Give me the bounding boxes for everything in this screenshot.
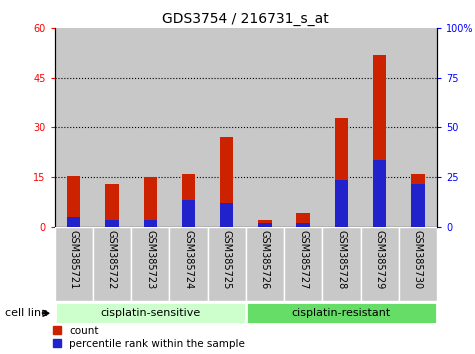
Bar [105, 220, 119, 227]
FancyBboxPatch shape [322, 227, 361, 301]
FancyBboxPatch shape [55, 302, 246, 324]
Text: GSM385722: GSM385722 [107, 230, 117, 290]
Text: GSM385725: GSM385725 [222, 230, 232, 290]
Title: GDS3754 / 216731_s_at: GDS3754 / 216731_s_at [162, 12, 329, 26]
Bar [143, 177, 157, 227]
Text: GSM385721: GSM385721 [69, 230, 79, 290]
Text: GSM385728: GSM385728 [336, 230, 346, 290]
Bar [284, 28, 322, 227]
FancyBboxPatch shape [93, 227, 131, 301]
Bar [258, 220, 272, 227]
Bar [55, 28, 93, 227]
Bar [131, 28, 169, 227]
Bar [182, 174, 195, 227]
Text: GSM385723: GSM385723 [145, 230, 155, 290]
Bar [169, 28, 208, 227]
Bar [335, 118, 348, 227]
Text: GSM385726: GSM385726 [260, 230, 270, 290]
Bar [258, 223, 272, 227]
FancyBboxPatch shape [208, 227, 246, 301]
Bar [208, 28, 246, 227]
FancyBboxPatch shape [246, 302, 437, 324]
Bar [411, 184, 425, 227]
Bar [335, 180, 348, 227]
Text: GSM385727: GSM385727 [298, 230, 308, 290]
Bar [143, 220, 157, 227]
Bar [67, 176, 80, 227]
Bar [411, 174, 425, 227]
Bar [373, 55, 386, 227]
Text: GSM385724: GSM385724 [183, 230, 193, 290]
FancyBboxPatch shape [55, 227, 93, 301]
Bar [296, 223, 310, 227]
Bar [373, 160, 386, 227]
Text: GSM385729: GSM385729 [375, 230, 385, 290]
FancyBboxPatch shape [131, 227, 170, 301]
Bar [296, 213, 310, 227]
FancyBboxPatch shape [284, 227, 322, 301]
Bar [93, 28, 131, 227]
Text: cisplatin-sensitive: cisplatin-sensitive [100, 308, 200, 318]
Bar [361, 28, 399, 227]
Bar [67, 217, 80, 227]
FancyBboxPatch shape [246, 227, 284, 301]
Bar [220, 137, 233, 227]
Bar [399, 28, 437, 227]
Bar [220, 204, 233, 227]
Text: cell line: cell line [5, 308, 48, 318]
Bar [246, 28, 284, 227]
FancyBboxPatch shape [361, 227, 399, 301]
Text: cisplatin-resistant: cisplatin-resistant [292, 308, 391, 318]
Bar [105, 184, 119, 227]
Text: GSM385730: GSM385730 [413, 230, 423, 290]
Bar [322, 28, 361, 227]
FancyBboxPatch shape [170, 227, 208, 301]
FancyBboxPatch shape [399, 227, 437, 301]
Legend: count, percentile rank within the sample: count, percentile rank within the sample [53, 326, 245, 349]
Bar [182, 200, 195, 227]
